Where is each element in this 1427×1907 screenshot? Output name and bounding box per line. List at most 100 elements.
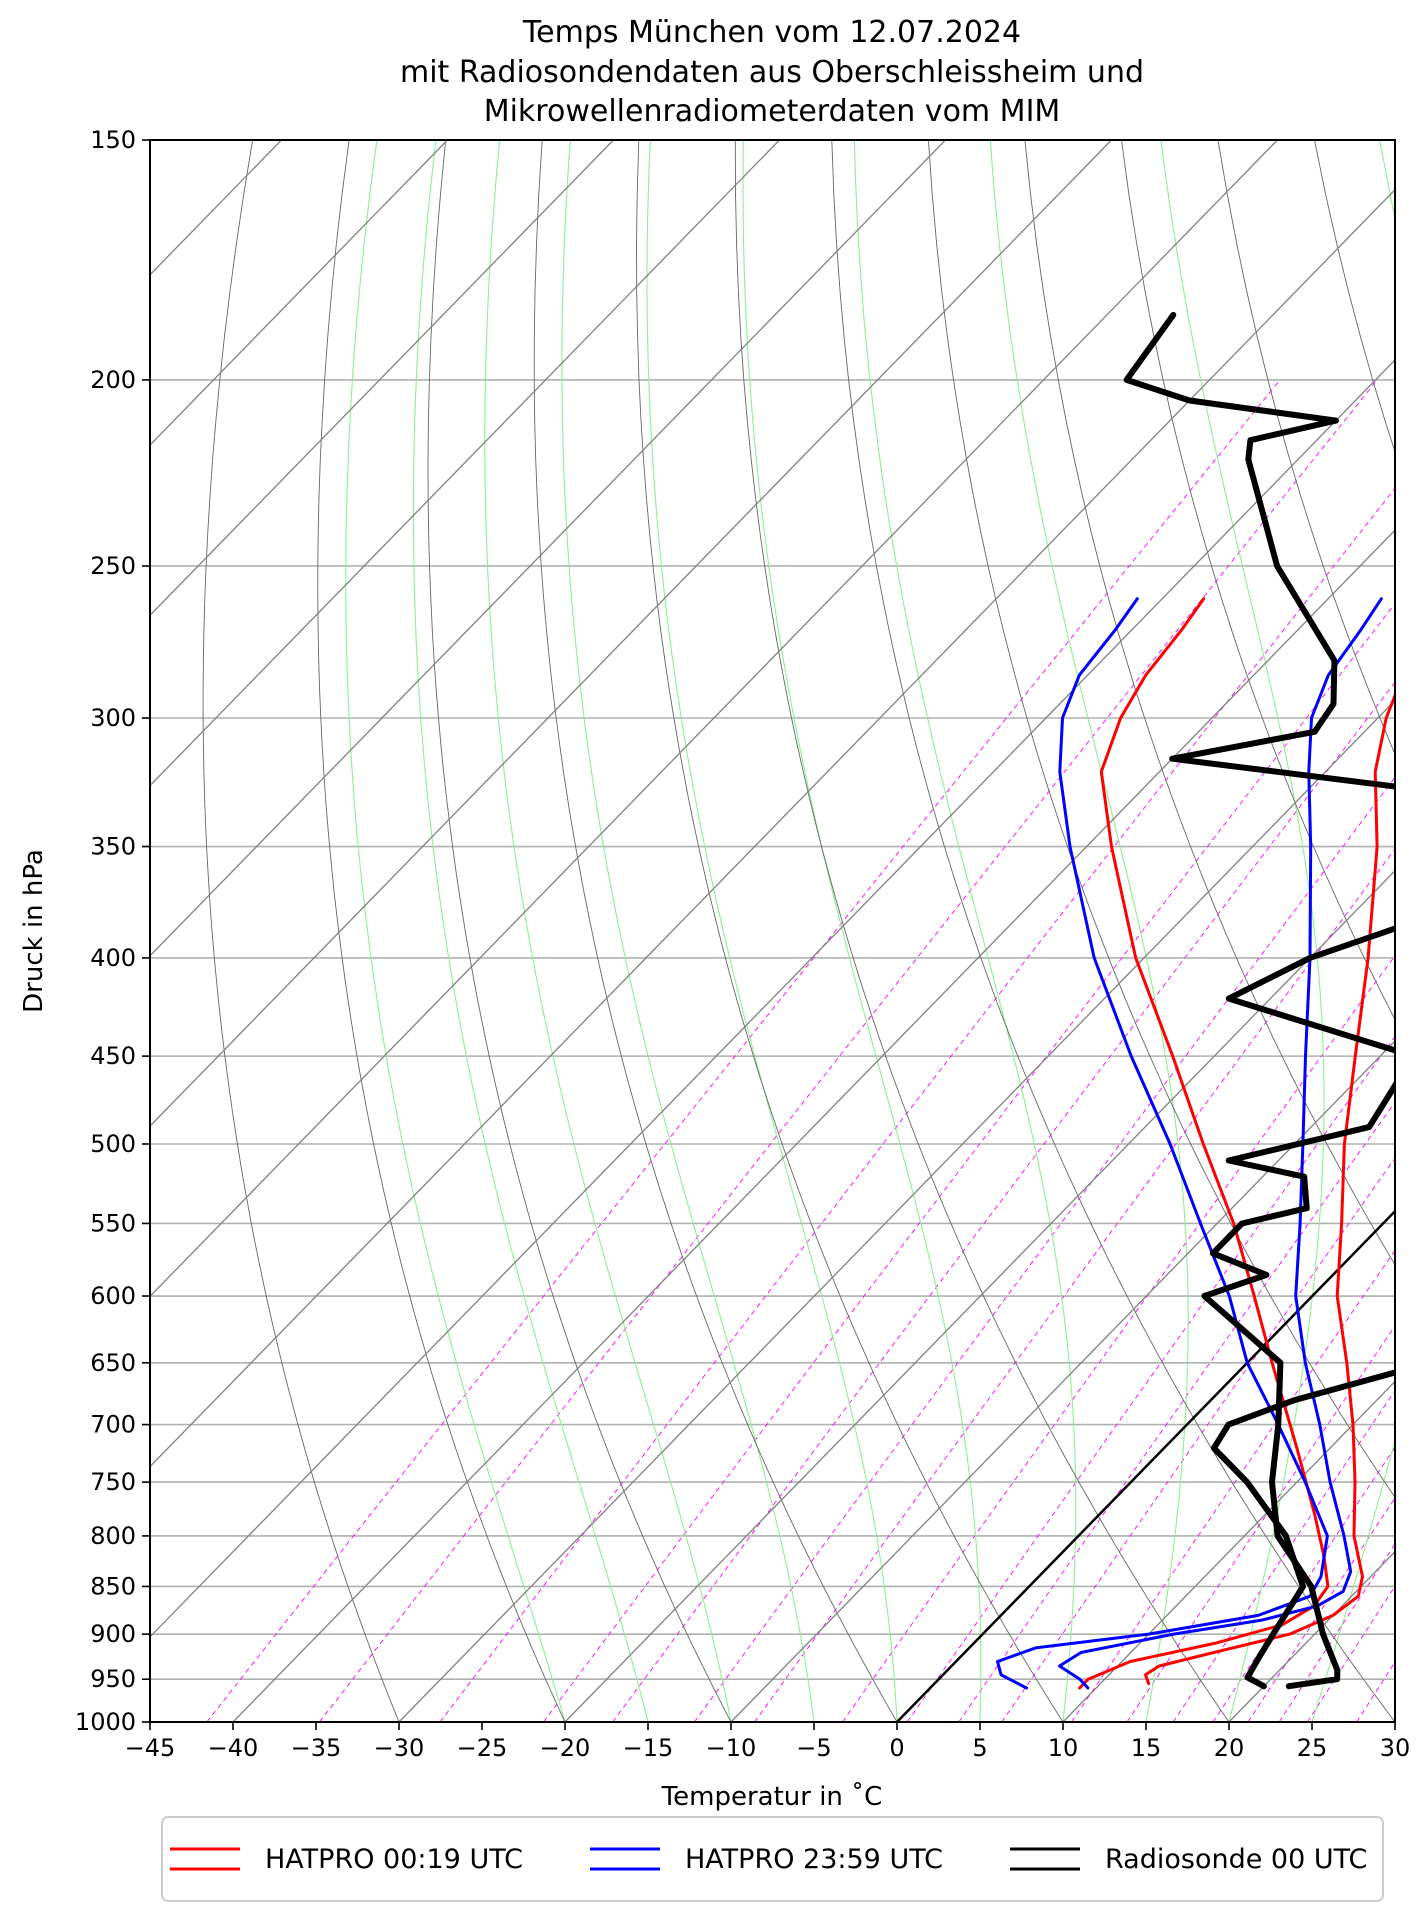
temperature-axis: −45 −40 −35 −30 −25 −20 −15 −10 −5 0 5 10 15 20 25 30 [125,1722,1411,1762]
y-tick-label: 1000 [75,1708,136,1736]
y-tick-label: 300 [90,704,136,732]
x-tick-label: 15 [1131,1734,1162,1762]
mixing-ratio-line [612,681,1395,1722]
x-tick-label: −25 [457,1734,508,1762]
x-tick-label: 0 [889,1734,904,1762]
isotherm [1062,1380,1395,1722]
isotherm [398,699,1395,1722]
mixing-ratio-line [754,848,1395,1722]
y-tick-label: 600 [90,1282,136,1310]
mixing-ratio-line [1001,1157,1395,1722]
dry-adiabat [1024,140,1395,1266]
y-tick-label: 400 [90,944,136,972]
x-tick-label: −15 [623,1734,674,1762]
y-tick-label: 150 [90,126,136,154]
x-tick-label: 30 [1380,1734,1411,1762]
legend: HATPRO 00:19 UTC HATPRO 23:59 UTC Radioson… [161,1816,1384,1902]
y-tick-label: 500 [90,1130,136,1158]
x-tick-label: −5 [796,1734,831,1762]
mixing-ratio-line [206,379,1281,1722]
moist-adiabat [989,140,1189,1722]
mixing-ratio-line [694,776,1395,1722]
mixing-ratio-line [958,1101,1395,1722]
moist-adiabat [646,140,898,1722]
y-tick-label: 550 [90,1209,136,1237]
mixing-ratio-line [1071,1249,1395,1722]
y-tick-label: 200 [90,366,136,394]
y-tick-label: 800 [90,1522,136,1550]
moist-adiabat [1311,140,1395,1722]
y-tick-label: 950 [90,1665,136,1693]
x-tick-label: 10 [1048,1734,1079,1762]
dry-adiabat [1121,140,1395,1021]
y-axis-label: Druck in hPa [19,849,49,1013]
moist-adiabat [853,140,1077,1722]
x-tick-label: 25 [1297,1734,1328,1762]
dry-adiabat [927,140,1395,1499]
x-tick-label: −40 [208,1734,259,1762]
plot-frame [149,139,1396,1723]
zero-isotherm-line [896,1209,1395,1722]
y-tick-label: 850 [90,1572,136,1600]
y-tick-label: 450 [90,1042,136,1070]
zero-degree-isotherm [896,1209,1395,1722]
title-line-2: mit Radiosondendaten aus Oberschleisshei… [400,55,1144,90]
y-tick-label: 900 [90,1620,136,1648]
dry-adiabat [734,140,1230,1722]
mixing-ratio-line [319,379,1378,1722]
dry-adiabat [636,140,1064,1722]
x-tick-label: 5 [972,1734,987,1762]
legend-label: Radiosonde 00 UTC [1105,1844,1367,1875]
moist-adiabat [561,140,815,1722]
moist-adiabat [484,140,732,1722]
x-tick-label: −45 [125,1734,176,1762]
dry-adiabat [427,140,732,1722]
x-tick-label: −35 [291,1734,342,1762]
isotherm [150,140,1112,1128]
dry-adiabat [317,140,566,1722]
y-tick-label: 350 [90,833,136,861]
isotherm [150,140,1278,1298]
isotherm [150,140,448,447]
x-tick-label: −20 [540,1734,591,1762]
x-tick-label: −30 [374,1734,425,1762]
mixing-ratio-line [439,487,1395,1722]
x-axis-label: Temperatur in ˚C [661,1782,883,1812]
isotherm [896,1210,1395,1722]
isotherm [150,140,946,957]
mixing-ratio-line [1307,1585,1395,1722]
series-hatpro_0019-temperature [1144,691,1395,1686]
mixing-ratio-line [543,602,1395,1722]
series-radiosonde-dewpoint [1123,311,1395,1690]
title-line-1: Temps München vom 12.07.2024 [522,15,1021,50]
y-tick-label: 750 [90,1468,136,1496]
isotherm-gridlines [150,140,1395,1722]
x-tick-label: 20 [1214,1734,1245,1762]
isotherm [150,140,780,787]
x-tick-label: −10 [706,1734,757,1762]
moist-adiabats [345,140,1395,1722]
dry-adiabat [533,140,898,1722]
sounding-profiles [996,311,1395,1690]
moist-adiabat [742,140,982,1722]
isotherm [150,359,1395,1638]
dry-adiabat [1217,140,1395,756]
isotherm [1394,1721,1395,1722]
series-hatpro_0019-dewpoint [1078,597,1330,1690]
y-tick-label: 700 [90,1411,136,1439]
series-hatpro_2359-dewpoint [996,597,1329,1690]
legend-frame [161,1816,1384,1902]
legend-label: HATPRO 23:59 UTC [685,1844,943,1875]
dry-adiabat [1411,140,1427,1722]
isobar-gridlines [150,139,1395,1723]
moist-adiabat [1394,1720,1395,1722]
y-tick-label: 650 [90,1349,136,1377]
moist-adiabat [1160,140,1325,1722]
isotherm [730,1040,1395,1722]
isotherm [150,188,1395,1468]
legend-label: HATPRO 00:19 UTC [265,1844,523,1875]
moist-adiabat [412,140,649,1722]
chart-title: Temps München vom 12.07.2024 mit Radioso… [400,15,1144,129]
dry-adiabats [202,140,1427,1722]
